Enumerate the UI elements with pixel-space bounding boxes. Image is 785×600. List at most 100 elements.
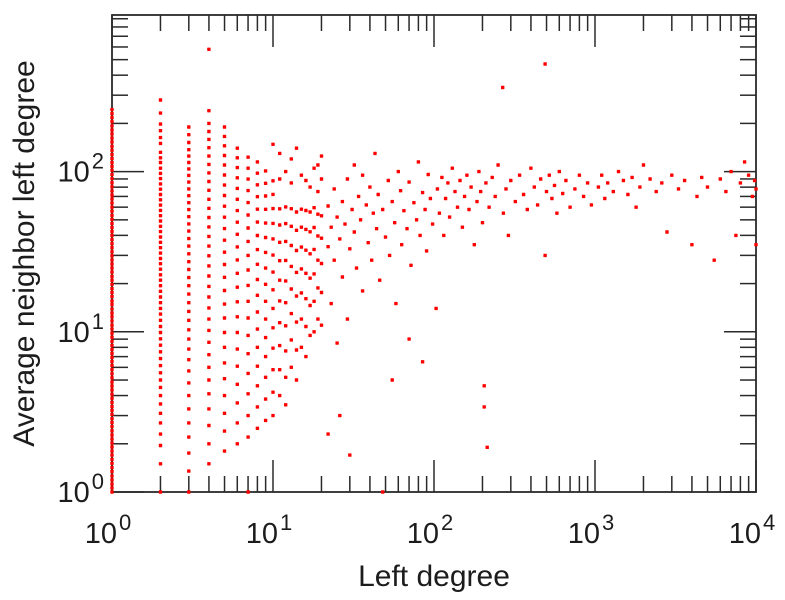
data-point: [255, 233, 260, 238]
data-point: [110, 128, 114, 132]
data-point: [235, 285, 239, 289]
data-point: [110, 229, 114, 234]
data-point: [316, 189, 320, 194]
data-point: [158, 421, 163, 425]
data-point: [289, 264, 293, 269]
data-point: [278, 343, 282, 348]
data-point: [284, 221, 288, 226]
data-point: [308, 230, 312, 234]
data-point: [187, 160, 191, 165]
data-point: [319, 290, 324, 295]
data-point: [110, 417, 114, 421]
data-point: [246, 435, 250, 439]
data-point: [271, 326, 275, 330]
data-point: [316, 258, 320, 262]
data-point: [110, 144, 114, 148]
data-point: [255, 207, 260, 211]
data-point: [564, 178, 568, 183]
data-point: [207, 340, 211, 344]
data-point: [525, 207, 529, 212]
data-point: [207, 442, 211, 446]
data-point: [550, 196, 554, 201]
data-point: [158, 156, 163, 160]
data-point: [187, 284, 191, 288]
data-point: [207, 47, 211, 51]
data-point: [278, 368, 282, 372]
data-point: [352, 230, 356, 234]
data-point: [329, 301, 333, 306]
data-point: [187, 318, 191, 322]
data-point: [158, 176, 163, 181]
data-point: [271, 179, 275, 183]
data-point: [235, 146, 239, 150]
data-point: [638, 185, 642, 189]
data-point: [222, 449, 227, 453]
data-point: [316, 317, 320, 321]
data-point: [423, 207, 427, 212]
data-point: [308, 210, 312, 214]
data-point: [407, 337, 411, 341]
data-point: [158, 262, 163, 266]
data-point: [734, 233, 738, 238]
data-point: [568, 205, 572, 209]
data-point: [110, 359, 114, 364]
data-point: [742, 160, 747, 164]
data-point: [187, 167, 191, 171]
data-point: [110, 278, 114, 282]
data-point: [581, 194, 586, 199]
data-point: [235, 364, 239, 368]
data-point: [110, 351, 114, 356]
data-point: [430, 222, 435, 226]
data-point: [332, 258, 336, 262]
data-point: [308, 303, 312, 308]
data-point: [284, 403, 288, 407]
data-point: [110, 181, 114, 185]
data-point: [207, 317, 211, 321]
data-point: [110, 172, 114, 177]
x-tick-label: 101: [246, 510, 293, 550]
data-point: [271, 368, 275, 372]
data-point: [501, 211, 506, 215]
data-point: [304, 248, 308, 252]
data-point: [110, 372, 114, 376]
data-point: [544, 189, 549, 194]
data-point: [110, 189, 114, 193]
data-point: [443, 196, 448, 201]
data-point: [222, 183, 227, 187]
data-point: [158, 214, 163, 218]
data-point: [319, 323, 324, 327]
data-point: [222, 345, 227, 349]
data-point: [263, 299, 268, 303]
x-tick-label: 103: [568, 510, 615, 550]
data-point: [158, 256, 163, 261]
data-point: [312, 206, 316, 210]
data-point: [589, 203, 594, 207]
data-point: [187, 215, 191, 219]
data-point: [294, 348, 299, 352]
data-point: [358, 218, 363, 222]
data-point: [335, 215, 339, 219]
data-point: [338, 413, 342, 418]
data-point: [539, 177, 543, 181]
data-point: [255, 160, 260, 164]
data-point: [110, 217, 114, 221]
data-point: [110, 323, 114, 327]
data-point: [484, 181, 488, 185]
data-point: [187, 358, 191, 362]
data-point: [187, 207, 191, 212]
data-point: [187, 301, 191, 305]
data-point: [110, 339, 114, 343]
data-point: [440, 175, 444, 180]
data-point: [263, 194, 268, 198]
data-point: [665, 230, 669, 234]
data-point: [345, 317, 350, 321]
data-point: [621, 178, 626, 183]
data-point: [360, 173, 365, 177]
data-point: [418, 233, 422, 238]
data-point: [611, 189, 615, 194]
data-point: [348, 247, 352, 251]
data-point: [207, 365, 211, 369]
data-point: [263, 221, 268, 225]
data-point: [246, 413, 250, 418]
data-point: [616, 169, 621, 174]
